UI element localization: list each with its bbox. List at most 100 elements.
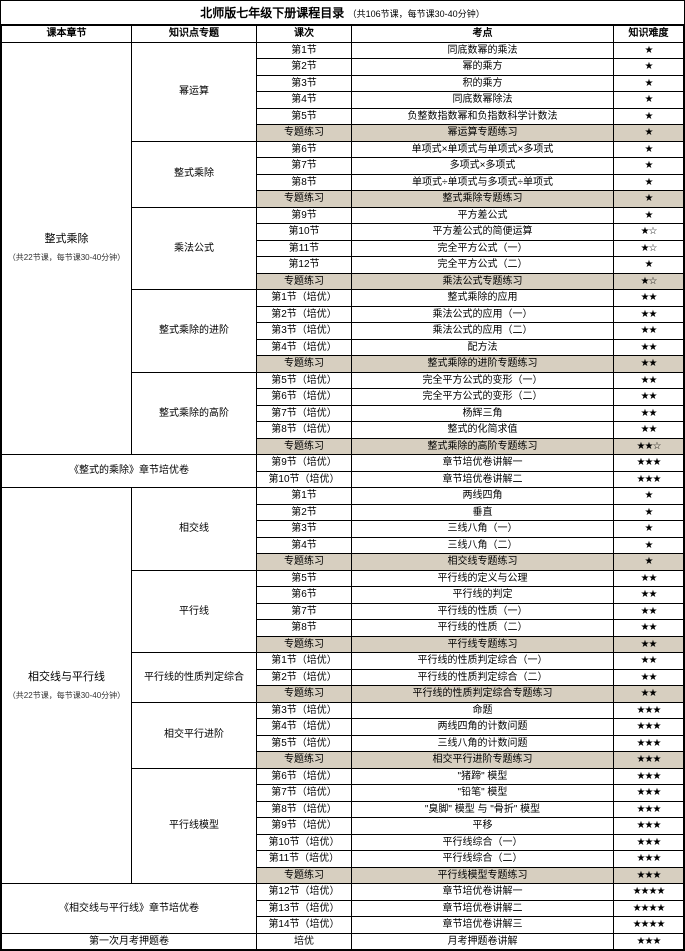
lesson-cell: 第1节	[257, 488, 352, 505]
lesson-cell: 第10节（培优）	[257, 834, 352, 851]
difficulty-cell: ★★	[614, 636, 684, 653]
difficulty-cell: ★★★	[614, 818, 684, 835]
lesson-cell: 专题练习	[257, 752, 352, 769]
lesson-cell: 第9节（培优）	[257, 455, 352, 472]
point-cell: 负整数指数幂和负指数科学计数法	[352, 108, 614, 125]
difficulty-cell: ★★★	[614, 851, 684, 868]
lesson-cell: 第14节（培优）	[257, 917, 352, 934]
topic-cell: 相交线	[132, 488, 257, 571]
lesson-cell: 第9节（培优）	[257, 818, 352, 835]
topic-cell: 乘法公式	[132, 207, 257, 290]
topic-cell: 平行线的性质判定综合	[132, 653, 257, 703]
lesson-cell: 第2节（培优）	[257, 306, 352, 323]
lesson-cell: 第4节（培优）	[257, 719, 352, 736]
lesson-cell: 第6节（培优）	[257, 768, 352, 785]
lesson-cell: 第5节	[257, 570, 352, 587]
difficulty-cell: ★★	[614, 290, 684, 307]
lesson-cell: 专题练习	[257, 273, 352, 290]
point-cell: 平行线综合（一）	[352, 834, 614, 851]
topic-cell: 整式乘除	[132, 141, 257, 207]
chapter-name: 相交线与平行线	[4, 670, 129, 685]
difficulty-cell: ★★☆	[614, 438, 684, 455]
difficulty-cell: ★★	[614, 323, 684, 340]
difficulty-cell: ★☆	[614, 273, 684, 290]
difficulty-cell: ★	[614, 59, 684, 76]
difficulty-cell: ★★	[614, 339, 684, 356]
lesson-cell: 第3节	[257, 521, 352, 538]
lesson-cell: 专题练习	[257, 554, 352, 571]
difficulty-cell: ★★	[614, 389, 684, 406]
lesson-cell: 第7节（培优）	[257, 405, 352, 422]
difficulty-cell: ★★★★	[614, 900, 684, 917]
point-cell: 平行线的性质（二）	[352, 620, 614, 637]
point-cell: "臭脚" 模型 与 "骨折" 模型	[352, 801, 614, 818]
lesson-cell: 第6节（培优）	[257, 389, 352, 406]
point-cell: 杨辉三角	[352, 405, 614, 422]
lesson-cell: 第7节（培优）	[257, 785, 352, 802]
chapter-quiz-cell: 《整式的乘除》章节培优卷	[2, 455, 257, 488]
lesson-cell: 专题练习	[257, 438, 352, 455]
topic-cell: 相交平行进阶	[132, 702, 257, 768]
point-cell: 同底数幂的乘法	[352, 42, 614, 59]
lesson-cell: 第1节（培优）	[257, 290, 352, 307]
lesson-cell: 第10节	[257, 224, 352, 241]
lesson-cell: 第8节（培优）	[257, 801, 352, 818]
point-cell: 章节培优卷讲解一	[352, 884, 614, 901]
point-cell: 月考押题卷讲解	[352, 933, 614, 950]
lesson-cell: 第8节	[257, 174, 352, 191]
point-cell: 幂运算专题练习	[352, 125, 614, 142]
difficulty-cell: ★★★★	[614, 884, 684, 901]
lesson-cell: 第10节（培优）	[257, 471, 352, 488]
point-cell: 完全平方公式（一）	[352, 240, 614, 257]
lesson-cell: 培优	[257, 933, 352, 950]
lesson-cell: 第6节	[257, 587, 352, 604]
lesson-cell: 专题练习	[257, 686, 352, 703]
lesson-cell: 第2节（培优）	[257, 669, 352, 686]
difficulty-cell: ★★	[614, 570, 684, 587]
lesson-cell: 专题练习	[257, 867, 352, 884]
point-cell: 两线四角的计数问题	[352, 719, 614, 736]
difficulty-cell: ★★★	[614, 719, 684, 736]
lesson-cell: 第13节（培优）	[257, 900, 352, 917]
chapter-note: （共22节课，每节课30-40分钟）	[4, 253, 129, 264]
lesson-cell: 第3节（培优）	[257, 323, 352, 340]
difficulty-cell: ★	[614, 521, 684, 538]
point-cell: 相交线专题练习	[352, 554, 614, 571]
difficulty-cell: ★★	[614, 686, 684, 703]
difficulty-cell: ★★★★	[614, 917, 684, 934]
difficulty-cell: ★	[614, 158, 684, 175]
lesson-cell: 专题练习	[257, 636, 352, 653]
topic-cell: 整式乘除的进阶	[132, 290, 257, 373]
point-cell: 两线四角	[352, 488, 614, 505]
lesson-cell: 第11节（培优）	[257, 851, 352, 868]
difficulty-cell: ★	[614, 257, 684, 274]
point-cell: "铅笔" 模型	[352, 785, 614, 802]
chapter-cell: 相交线与平行线 （共22节课，每节课30-40分钟）	[2, 488, 132, 884]
point-cell: 整式乘除的应用	[352, 290, 614, 307]
difficulty-cell: ★	[614, 141, 684, 158]
header-difficulty: 知识难度	[614, 26, 684, 43]
chapter-cell: 整式乘除（共22节课，每节课30-40分钟）	[2, 42, 132, 455]
lesson-cell: 第1节（培优）	[257, 653, 352, 670]
page-title: 北师版七年级下册课程目录 （共106节课，每节课30-40分钟）	[1, 1, 684, 25]
lesson-cell: 第5节（培优）	[257, 372, 352, 389]
difficulty-cell: ★★★	[614, 867, 684, 884]
point-cell: 乘法公式的应用（二）	[352, 323, 614, 340]
difficulty-cell: ★★★	[614, 702, 684, 719]
lesson-cell: 第12节	[257, 257, 352, 274]
header-row: 课本章节 知识点专题 课次 考点 知识难度	[2, 26, 684, 43]
point-cell: 多项式×多项式	[352, 158, 614, 175]
difficulty-cell: ★☆	[614, 240, 684, 257]
difficulty-cell: ★	[614, 504, 684, 521]
point-cell: 单项式÷单项式与多项式÷单项式	[352, 174, 614, 191]
lesson-cell: 第5节	[257, 108, 352, 125]
point-cell: 三线八角的计数问题	[352, 735, 614, 752]
point-cell: 同底数幂除法	[352, 92, 614, 109]
point-cell: 乘法公式专题练习	[352, 273, 614, 290]
chapter-note: （共22节课，每节课30-40分钟）	[4, 691, 129, 702]
point-cell: 平行线模型专题练习	[352, 867, 614, 884]
point-cell: 整式乘除专题练习	[352, 191, 614, 208]
point-cell: 平行线综合（二）	[352, 851, 614, 868]
point-cell: 平行线的性质判定综合专题练习	[352, 686, 614, 703]
lesson-cell: 第7节	[257, 603, 352, 620]
